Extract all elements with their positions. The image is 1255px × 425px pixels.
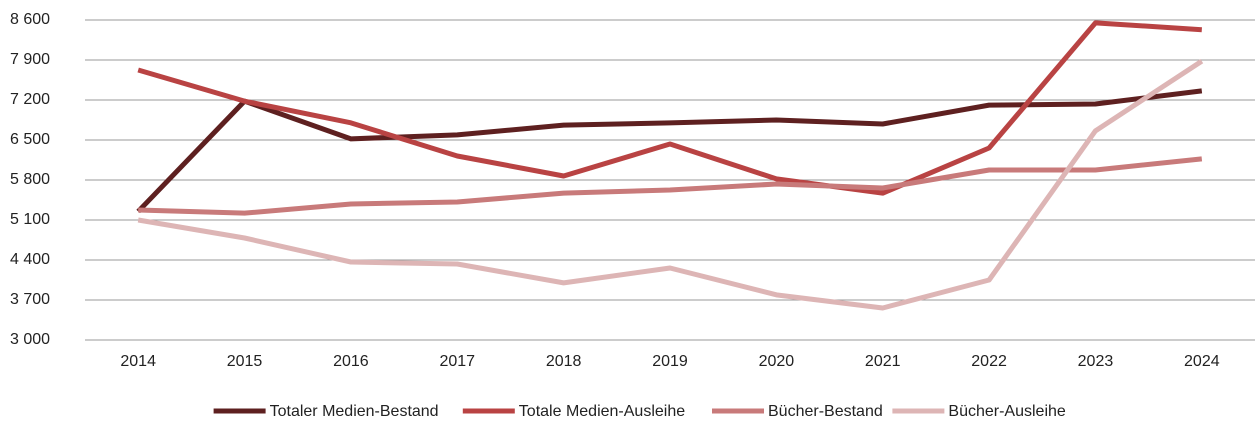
- y-tick-label: 5 100: [10, 211, 50, 228]
- y-tick-label: 5 800: [10, 171, 50, 188]
- series-line: [137, 59, 1204, 311]
- y-tick-label: 7 900: [10, 51, 50, 68]
- x-tick-label: 2021: [865, 353, 901, 370]
- x-tick-label: 2022: [971, 353, 1007, 370]
- legend-label: Totale Medien-Ausleihe: [519, 403, 685, 420]
- series-line: [137, 20, 1202, 196]
- x-tick-label: 2015: [227, 353, 263, 370]
- x-tick-label: 2017: [439, 353, 475, 370]
- y-tick-label: 8 600: [10, 11, 50, 28]
- x-tick-label: 2024: [1184, 353, 1220, 370]
- y-tick-label: 3 700: [10, 291, 50, 308]
- x-tick-label: 2016: [333, 353, 369, 370]
- y-tick-label: 7 200: [10, 91, 50, 108]
- series-line: [138, 156, 1203, 216]
- legend-label: Totaler Medien-Bestand: [270, 403, 439, 420]
- series-line: [136, 88, 1203, 214]
- x-tick-label: 2018: [546, 353, 582, 370]
- legend-label: Bücher-Bestand: [768, 403, 883, 420]
- x-tick-label: 2019: [652, 353, 688, 370]
- legend-label: Bücher-Ausleihe: [948, 403, 1066, 420]
- x-tick-label: 2023: [1078, 353, 1114, 370]
- y-tick-label: 3 000: [10, 331, 50, 348]
- x-tick-label: 2020: [759, 353, 795, 370]
- y-tick-label: 6 500: [10, 131, 50, 148]
- y-tick-label: 4 400: [10, 251, 50, 268]
- x-tick-label: 2014: [120, 353, 156, 370]
